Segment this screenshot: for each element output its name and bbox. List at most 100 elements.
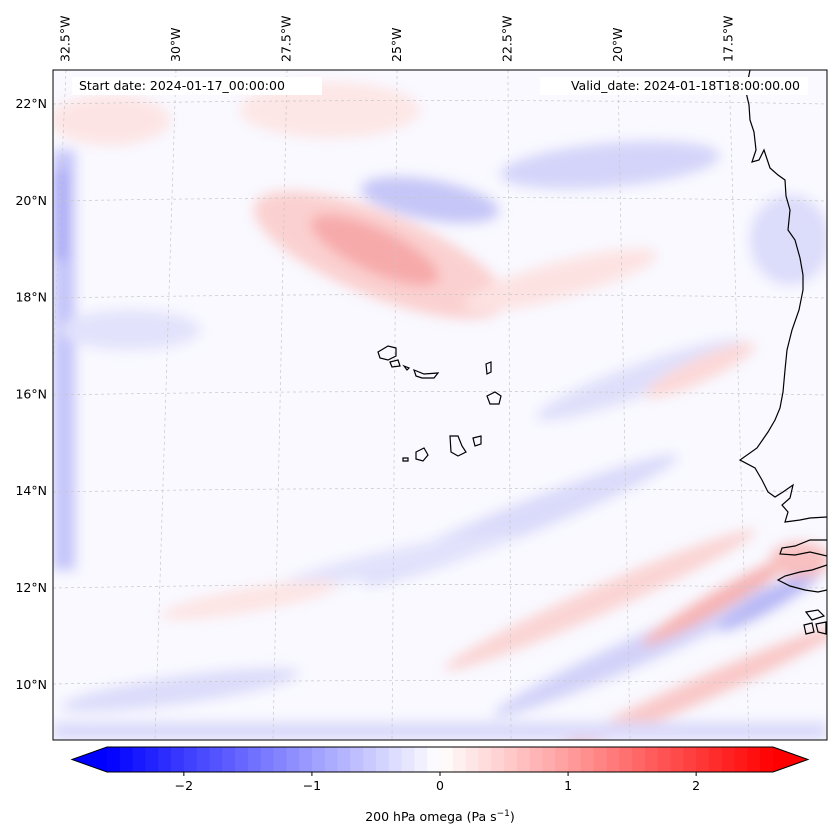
colorbar-cell (491, 747, 505, 772)
grid-lon-30 (154, 70, 177, 740)
colorbar-cell (183, 747, 198, 772)
lon-tick-label: 22.5°W (500, 16, 515, 62)
colorbar-outline (70, 746, 810, 773)
omega-pos-streak-1 (444, 529, 756, 671)
colorbar-extend-min (72, 747, 107, 772)
colorbar-cell (529, 747, 544, 772)
colorbar-cell (209, 747, 223, 772)
colorbar-cell (158, 747, 172, 772)
island-sao-vicente (389, 359, 401, 368)
omega-pos-coast (770, 542, 827, 578)
guinea-bissau (776, 564, 827, 593)
grid-lon-25 (391, 70, 398, 740)
colorbar-cell (363, 747, 377, 772)
colorbar-cell (440, 747, 454, 772)
colorbar-cell (337, 747, 351, 772)
colorbar-label-main: 200 hPa omega (Pa s (365, 809, 496, 824)
omega-neg-mid (60, 310, 200, 350)
grid-lat-22 (53, 100, 827, 105)
colorbar-cell (311, 747, 326, 772)
colorbar-cell (568, 747, 582, 772)
island-fogo (415, 447, 429, 462)
colorbar: −2 −1 0 1 2 200 hPa omega (Pa s−1) (70, 746, 810, 824)
colorbar-cell (606, 747, 620, 772)
lat-tick-label: 10°N (15, 677, 47, 692)
colorbar-cell (286, 747, 300, 772)
lon-tick-label: 25°W (389, 27, 404, 62)
colorbar-cell (696, 747, 710, 772)
longitude-labels: 32.5°W 30°W 27.5°W 25°W 22.5°W 20°W 17.5°W (58, 16, 736, 62)
start-date-label: Start date: 2024-01-17_00:00:00 (79, 78, 285, 93)
lat-tick-label: 18°N (15, 290, 47, 305)
colorbar-cell (299, 747, 313, 772)
map-background (53, 70, 827, 740)
island-santa-luzia (402, 364, 411, 371)
colorbar-cell (452, 747, 467, 772)
colorbar-cell (222, 747, 236, 772)
colorbar-cell (132, 747, 147, 772)
colorbar-label: 200 hPa omega (Pa s−1) (365, 809, 515, 824)
colorbar-cell (324, 747, 339, 772)
lat-tick-label: 16°N (15, 386, 47, 401)
island-sal (485, 361, 492, 375)
colorbar-tick-label: 2 (692, 778, 700, 793)
colorbar-cell (708, 747, 723, 772)
colorbar-cell (401, 747, 415, 772)
colorbar-cell (247, 747, 262, 772)
island-santiago (449, 435, 467, 457)
colorbar-cell (760, 747, 774, 772)
colorbar-cell (619, 747, 633, 772)
colorbar-cell (145, 747, 159, 772)
grid-lat-12 (53, 584, 827, 589)
colorbar-cell (171, 747, 185, 772)
omega-neg-s (282, 532, 518, 588)
island-boa-vista (486, 391, 502, 405)
colorbar-cell (196, 747, 211, 772)
colorbar-cell (542, 747, 556, 772)
omega-pos-mid2 (645, 342, 755, 398)
omega-neg-patch-ne (500, 141, 720, 189)
island-santo-antao (377, 345, 397, 361)
colorbar-cell (375, 747, 390, 772)
grid-lon-22-5 (507, 70, 512, 740)
lon-tick-label: 32.5°W (58, 16, 73, 62)
map-area: Start date: 2024-01-17_00:00:00 Valid_da… (53, 70, 827, 740)
colorbar-cell (555, 747, 569, 772)
colorbar-cell (107, 747, 121, 772)
colorbar-cell (465, 747, 480, 772)
gridlines (53, 70, 827, 740)
colorbar-extend-max (773, 747, 808, 772)
colorbar-cell (388, 747, 403, 772)
colorbar-cell (427, 747, 441, 772)
grid-lat-20 (53, 197, 827, 202)
colorbar-tick-label: −1 (303, 778, 321, 793)
colorbar-cell (260, 747, 275, 772)
africa-coast (738, 70, 827, 523)
omega-pos-band-core (310, 214, 440, 286)
valid-date-label: Valid_date: 2024-01-18T18:00:00.00 (571, 78, 800, 93)
colorbar-cell (414, 747, 428, 772)
coastline (377, 70, 827, 635)
colorbar-cell (747, 747, 761, 772)
omega-pos-streak-3 (641, 554, 799, 646)
omega-neg-streak-3 (717, 568, 823, 632)
lat-tick-label: 12°N (15, 580, 47, 595)
grid-lon-20 (617, 70, 631, 740)
grid-lon-17-5 (728, 70, 750, 740)
colorbar-cell (657, 747, 672, 772)
island-sao-nicolau (413, 368, 440, 379)
guinea-islands (803, 609, 827, 635)
lon-tick-label: 30°W (168, 27, 183, 62)
omega-pos-n (240, 82, 420, 138)
colorbar-tick-label: −2 (175, 778, 193, 793)
colorbar-cell (683, 747, 697, 772)
grid-lat-14 (53, 488, 827, 493)
omega-pos-nw (53, 95, 170, 145)
omega-pos-mid (463, 248, 657, 312)
omega-field (53, 82, 827, 740)
latitude-labels: 22°N 20°N 18°N 16°N 14°N 12°N 10°N (15, 96, 47, 692)
lon-tick-label: 17.5°W (721, 16, 736, 62)
omega-neg-bottom (53, 722, 827, 740)
colorbar-cells (72, 747, 808, 772)
map-frame (52, 69, 828, 741)
